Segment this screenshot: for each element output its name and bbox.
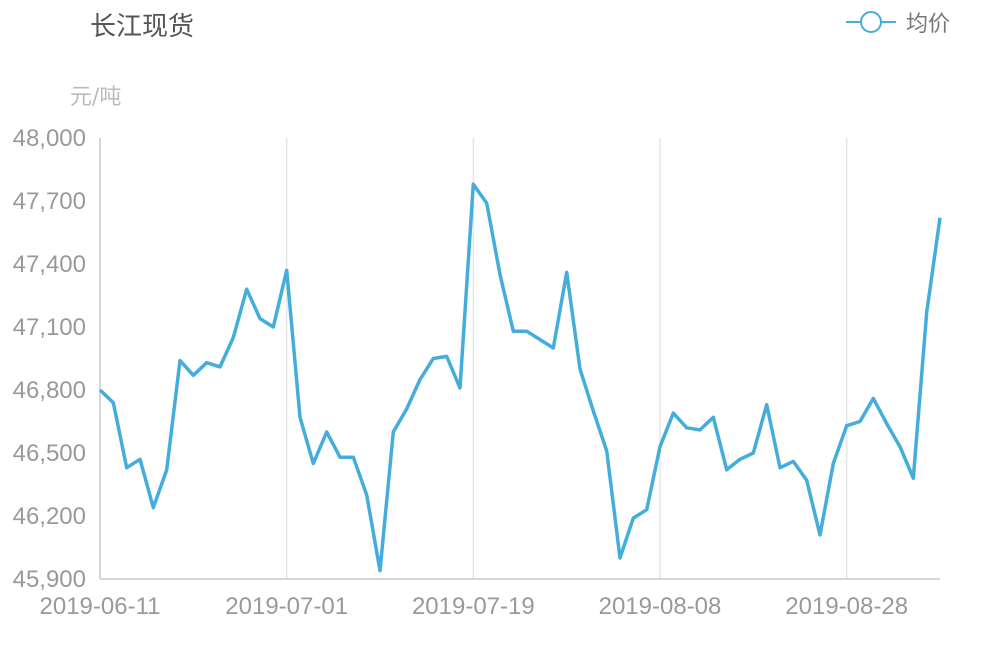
legend-line-circle-icon: [845, 11, 896, 33]
y-tick-label: 45,900: [13, 566, 86, 593]
x-tick-label: 2019-06-11: [40, 593, 161, 620]
y-tick-label: 48,000: [13, 125, 86, 152]
x-tick-label: 2019-08-28: [785, 593, 908, 620]
x-tick-label: 2019-08-08: [599, 593, 722, 620]
y-tick-label: 47,400: [13, 251, 86, 278]
legend-label: 均价: [905, 12, 950, 37]
x-tick-label: 2019-07-19: [412, 593, 535, 620]
y-tick-label: 46,800: [13, 377, 86, 404]
legend[interactable]: 均价: [845, 6, 950, 38]
series-line-avg-price[interactable]: [98, 182, 942, 573]
y-tick-label: 47,700: [13, 188, 86, 215]
chart-title: 长江现货: [90, 12, 195, 42]
y-axis-unit-label: 元/吨: [70, 85, 121, 110]
grid-layer: [285, 138, 848, 579]
x-ticks: 2019-06-11 2019-07-01 2019-07-19 2019-08-08…: [40, 593, 909, 620]
x-tick-label: 2019-07-01: [225, 593, 348, 620]
y-ticks: 45,900 46,200 46,500 46,800 47,100 47,400 47,7…: [13, 125, 86, 593]
axis-layer: [99, 138, 940, 580]
y-tick-label: 46,500: [13, 440, 86, 467]
y-tick-label: 47,100: [13, 314, 86, 341]
y-tick-label: 46,200: [13, 503, 86, 530]
